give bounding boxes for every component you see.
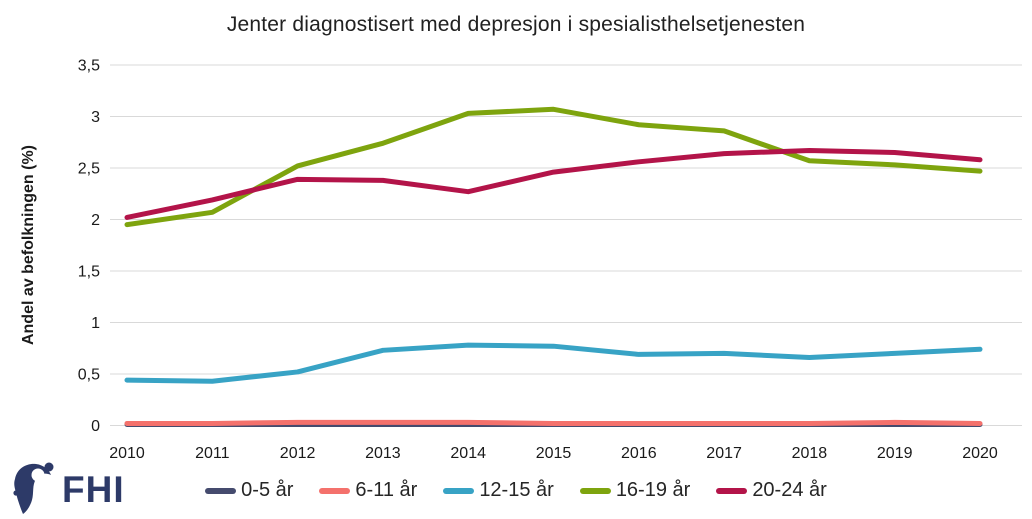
y-tick-label: 0 — [91, 418, 100, 435]
legend-item: 20-24 år — [716, 479, 827, 502]
series-line-6-11-år — [124, 419, 983, 426]
series-line-12-15-år — [124, 342, 983, 384]
legend-swatch — [443, 487, 475, 494]
x-tick-label: 2013 — [365, 445, 401, 462]
legend-swatch — [319, 487, 351, 494]
chart-title: Jenter diagnostisert med depresjon i spe… — [226, 13, 806, 36]
legend-item: 16-19 år — [579, 479, 691, 502]
x-tick-label: 2019 — [877, 445, 913, 462]
x-tick-label: 2016 — [621, 445, 657, 462]
legend-item: 6-11 år — [319, 479, 417, 502]
x-tick-label: 2017 — [706, 445, 742, 462]
fhi-logo-text: FHI — [62, 468, 125, 510]
y-tick-label: 3 — [91, 109, 100, 126]
legend: 0-5 år 6-11 år 12-15 år 16-19 år 20-24 år — [0, 479, 1032, 502]
legend-label: 12-15 år — [479, 479, 554, 501]
x-tick-label: 2010 — [109, 445, 145, 462]
legend-swatch — [579, 487, 611, 494]
x-tick-label: 2011 — [195, 445, 230, 462]
legend-label: 16-19 år — [615, 479, 691, 501]
legend-swatch — [205, 487, 237, 494]
legend-label: 20-24 år — [752, 479, 827, 501]
y-tick-label: 1 — [91, 315, 100, 332]
x-tick-label: 2014 — [450, 445, 486, 462]
legend-swatch — [716, 487, 748, 494]
y-tick-label: 3,5 — [78, 58, 100, 75]
y-tick-label: 2 — [91, 212, 100, 229]
fhi-figure-icon — [13, 462, 54, 514]
x-tick-label: 2012 — [280, 445, 316, 462]
legend-item: 0-5 år — [205, 479, 293, 502]
series-line-16-19-år — [124, 106, 983, 228]
x-tick-label: 2018 — [792, 445, 828, 462]
fhi-logo: FHI — [10, 462, 125, 516]
y-tick-label: 1,5 — [78, 264, 100, 281]
series-line-20-24-år — [124, 147, 983, 220]
legend-item: 12-15 år — [443, 479, 554, 502]
plot-area: 0 0,5 1 1,5 2 2,5 3 3,5 2010 2011 2012 2013 2014 2015… — [78, 58, 1022, 462]
x-tick-label: 2020 — [962, 445, 998, 462]
y-tick-label: 0,5 — [78, 367, 100, 384]
y-tick-label: 2,5 — [78, 161, 100, 178]
x-tick-label: 2015 — [536, 445, 572, 462]
legend-label: 0-5 år — [241, 479, 294, 501]
legend-label: 6-11 år — [355, 479, 418, 501]
